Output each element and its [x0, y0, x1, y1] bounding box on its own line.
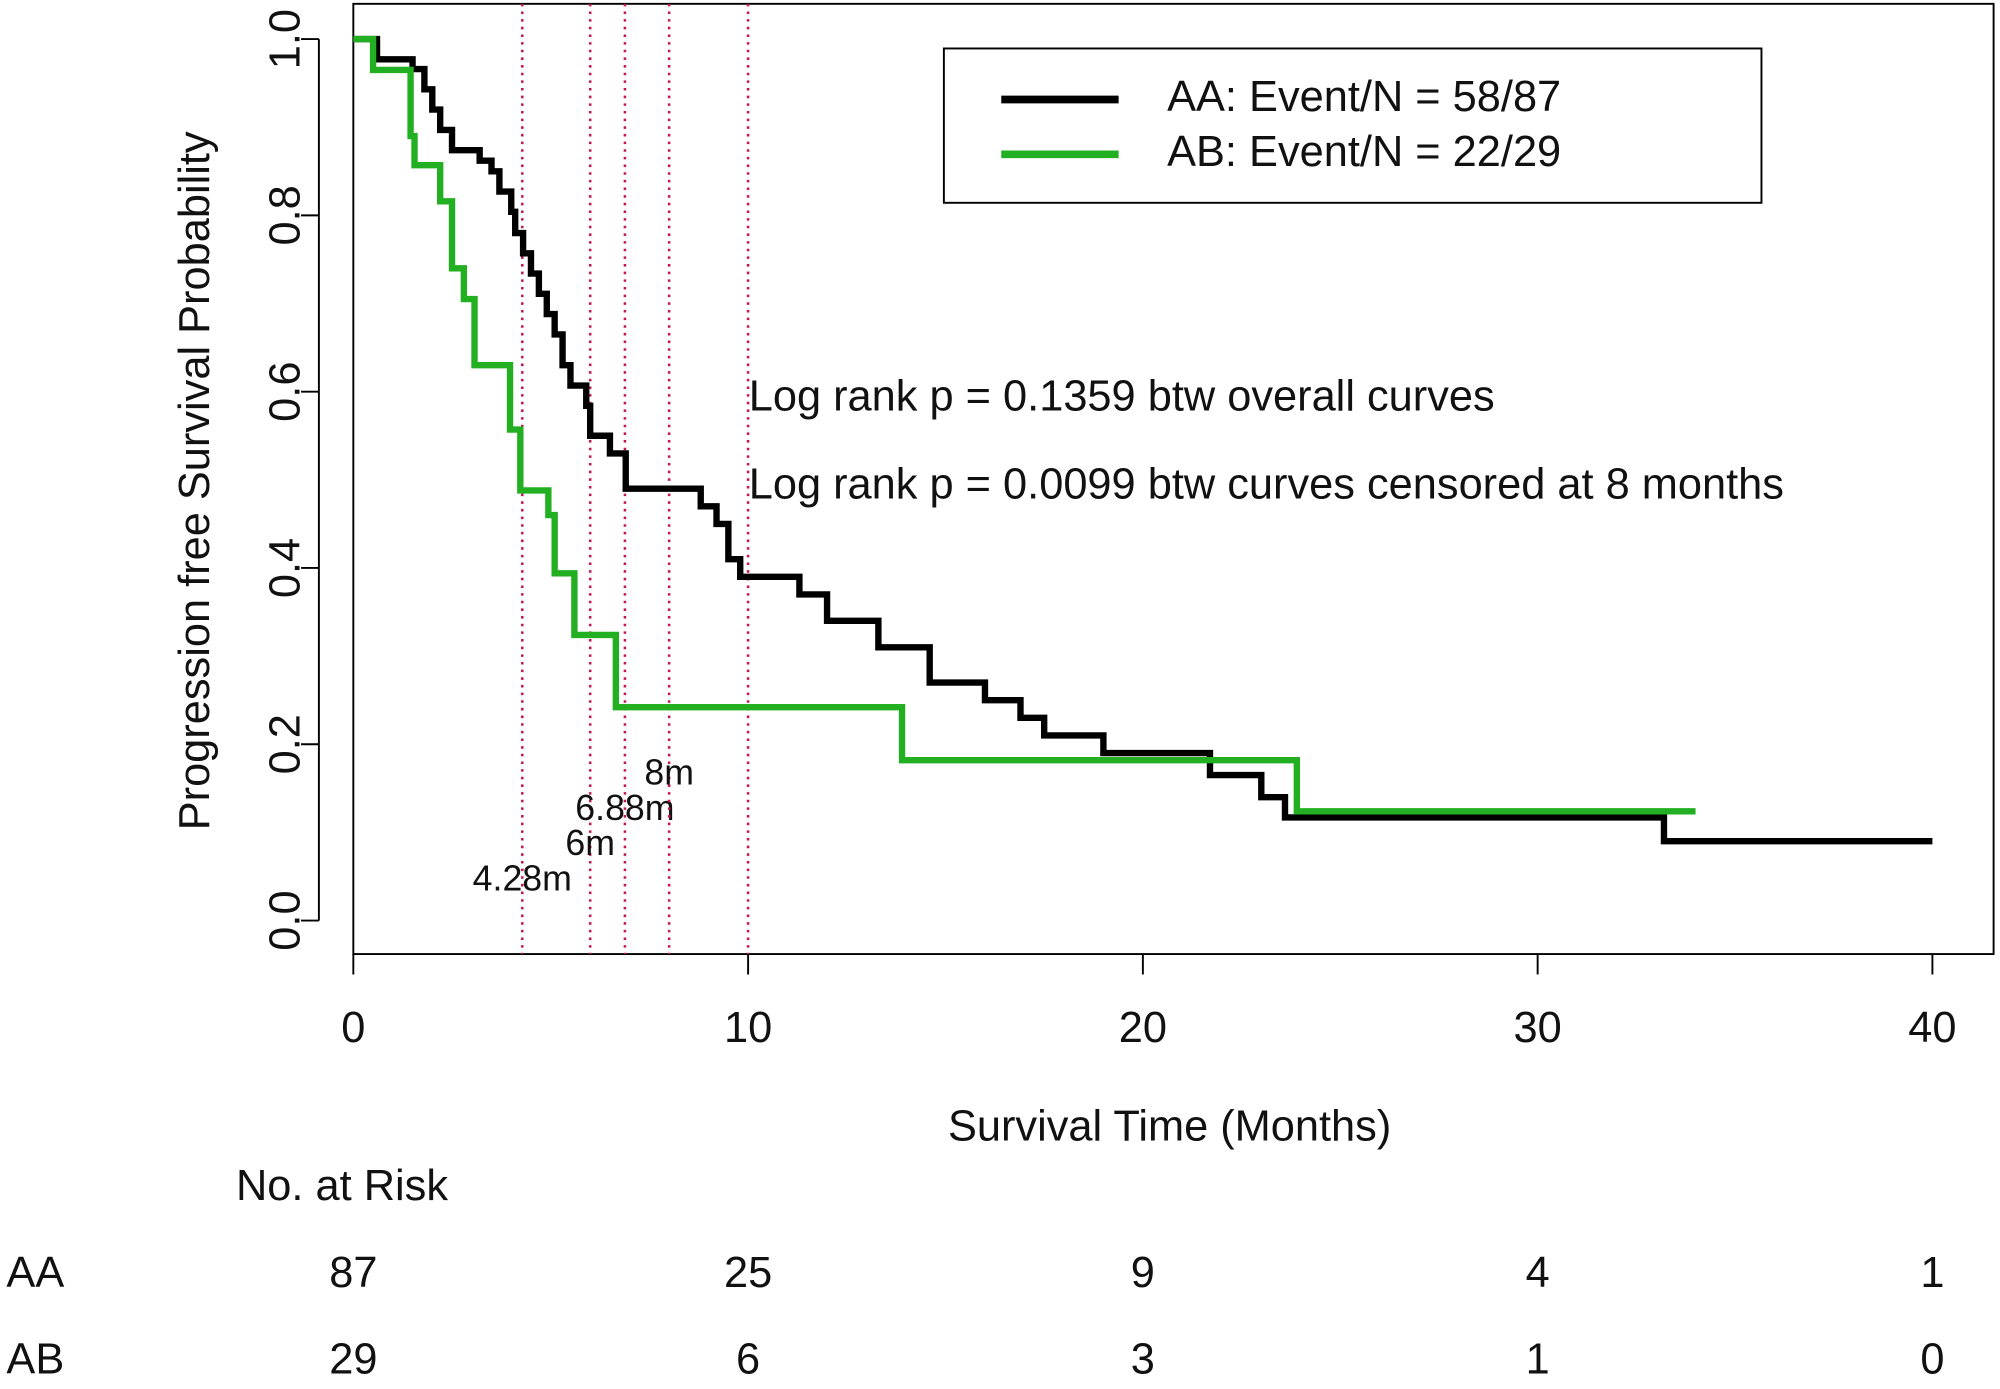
risk-count: 1 [1526, 1336, 1550, 1384]
risk-count: 29 [329, 1336, 377, 1384]
risk-table-title: No. at Risk [236, 1162, 448, 1210]
risk-row-label: AA [6, 1249, 64, 1297]
reference-label: 4.28m [473, 858, 572, 898]
legend-label: AB: Event/N = 22/29 [1167, 128, 1561, 176]
risk-count: 87 [329, 1249, 377, 1297]
x-tick-label: 30 [1514, 1004, 1562, 1052]
risk-count: 9 [1131, 1249, 1155, 1297]
y-tick-label: 0.2 [262, 714, 310, 774]
y-tick-label: 0.6 [262, 362, 310, 422]
x-tick-label: 20 [1119, 1004, 1167, 1052]
risk-count: 0 [1920, 1336, 1944, 1384]
y-tick-label: 1.0 [262, 9, 310, 69]
y-tick-label: 0.4 [262, 538, 310, 598]
reference-label: 6.88m [575, 788, 674, 828]
plot-frame [352, 2, 1995, 956]
y-tick-label: 0.0 [262, 890, 310, 950]
risk-count: 3 [1131, 1336, 1155, 1384]
survival-curve [353, 35, 1696, 815]
reference-label: 6m [565, 823, 615, 863]
risk-count: 6 [736, 1336, 760, 1384]
x-tick-label: 10 [724, 1004, 772, 1052]
annotation: Log rank p = 0.0099 btw curves censored … [749, 461, 1784, 509]
x-tick-label: 0 [341, 1004, 365, 1052]
risk-count: 1 [1920, 1249, 1944, 1297]
risk-count: 25 [724, 1249, 772, 1297]
risk-count: 4 [1526, 1249, 1550, 1297]
legend-box [942, 47, 1763, 204]
legend-label: AA: Event/N = 58/87 [1167, 73, 1561, 121]
survival-curve [353, 35, 1933, 845]
annotation: Log rank p = 0.1359 btw overall curves [749, 373, 1495, 421]
y-axis-title: Progression free Survival Probability [171, 131, 219, 830]
x-axis-title: Survival Time (Months) [948, 1102, 1391, 1150]
reference-label: 8m [644, 753, 694, 793]
risk-row-label: AB [6, 1336, 64, 1384]
y-tick-label: 0.8 [262, 185, 310, 245]
x-tick-label: 40 [1908, 1004, 1956, 1052]
